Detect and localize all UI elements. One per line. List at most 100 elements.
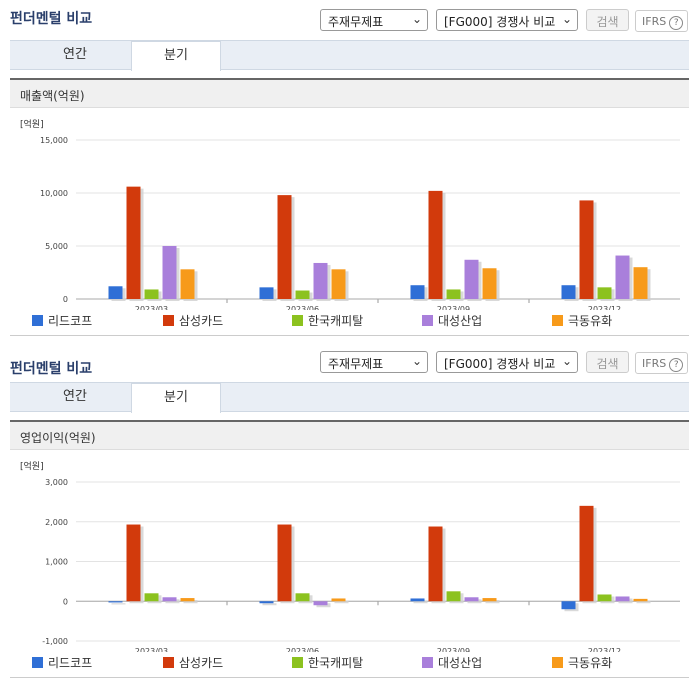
legend-item[interactable]: 리드코프 — [32, 312, 92, 329]
bar — [482, 268, 497, 299]
bar — [108, 601, 123, 603]
bar — [331, 269, 346, 299]
search-button[interactable]: 검색 — [586, 351, 629, 373]
y-tick-label: 5,000 — [45, 242, 68, 251]
x-tick-label: 2023/12 — [588, 647, 621, 652]
fundamental-panel-1: 펀더멘털 비교 주재무제표 ⌄ [FG000] 경쟁사 비교 ⌄ 검색 IFRS… — [0, 0, 696, 336]
unit-label: [억원] — [20, 460, 44, 472]
competitor-select[interactable]: [FG000] 경쟁사 비교 ⌄ — [436, 351, 578, 373]
search-button[interactable]: 검색 — [586, 9, 629, 31]
bar — [410, 598, 425, 602]
y-tick-label: 0 — [63, 295, 68, 304]
y-tick-label: 10,000 — [40, 189, 68, 198]
bar — [428, 526, 443, 602]
bar — [597, 594, 612, 602]
legend-swatch — [552, 657, 563, 668]
bar — [615, 255, 630, 299]
chart-box-revenue: 매출액(억원) [억원] 0 5,000 10,000 15,000 2023/03 202… — [10, 78, 689, 336]
legend-label: 대성산업 — [438, 314, 483, 328]
bar — [259, 601, 274, 604]
chevron-down-icon: ⌄ — [561, 12, 572, 26]
panel-header: 펀더멘털 비교 주재무제표 ⌄ [FG000] 경쟁사 비교 ⌄ 검색 IFRS… — [0, 0, 696, 32]
bar — [108, 286, 123, 299]
x-tick-label: 2023/09 — [437, 305, 470, 310]
bar — [162, 597, 177, 602]
tab-annual[interactable]: 연간 — [63, 389, 87, 404]
bar — [313, 262, 328, 299]
legend-item[interactable]: 극동유화 — [552, 654, 612, 671]
bar-shadow — [262, 603, 277, 606]
legend-swatch — [163, 315, 174, 326]
competitor-select-value: [FG000] 경쟁사 비교 — [444, 357, 556, 371]
x-tick-label: 2023/12 — [588, 305, 621, 310]
bar — [615, 596, 630, 602]
bar-shadow — [111, 603, 126, 605]
bar — [633, 598, 648, 602]
x-tick-label: 2023/03 — [135, 305, 168, 310]
bar — [277, 195, 292, 299]
legend-swatch — [552, 315, 563, 326]
chart-legend: 리드코프 삼성카드 한국캐피탈 대성산업 극동유화 — [10, 310, 689, 330]
bar — [561, 285, 576, 299]
legend-item[interactable]: 극동유화 — [552, 312, 612, 329]
statement-select[interactable]: 주재무제표 ⌄ — [320, 351, 428, 373]
period-tabs: 연간 분기 — [10, 40, 689, 71]
y-tick-label: 3,000 — [45, 478, 68, 487]
tab-quarterly[interactable]: 분기 — [131, 383, 221, 413]
bar-shadow — [485, 600, 500, 604]
bar-shadow — [413, 600, 428, 604]
help-icon: ? — [669, 16, 684, 30]
bar — [428, 190, 443, 299]
bar — [295, 593, 310, 602]
legend-item[interactable]: 리드코프 — [32, 654, 92, 671]
ifrs-label: IFRS — [642, 357, 667, 370]
bar — [446, 591, 461, 602]
legend-item[interactable]: 한국캐피탈 — [292, 312, 363, 329]
ifrs-button[interactable]: IFRS? — [635, 352, 688, 374]
y-tick-label: 15,000 — [40, 136, 68, 145]
help-icon: ? — [669, 358, 684, 372]
tab-annual[interactable]: 연간 — [63, 47, 87, 62]
bar — [126, 524, 141, 602]
statement-select-value: 주재무제표 — [328, 357, 384, 371]
chart-title: 영업이익(억원) — [10, 422, 689, 450]
bar — [482, 598, 497, 602]
legend-label: 삼성카드 — [179, 656, 224, 670]
chevron-down-icon: ⌄ — [411, 354, 422, 368]
legend-item[interactable]: 한국캐피탈 — [292, 654, 363, 671]
bar — [446, 289, 461, 299]
legend-label: 극동유화 — [568, 656, 613, 670]
bar-shadow — [467, 599, 482, 604]
legend-item[interactable]: 대성산업 — [422, 654, 482, 671]
bar-shadow — [183, 600, 198, 604]
x-tick-label: 2023/06 — [286, 305, 319, 310]
period-tabs: 연간 분기 — [10, 382, 689, 413]
chart-title: 매출액(억원) — [10, 80, 689, 108]
panel-title: 펀더멘털 비교 — [10, 11, 93, 27]
legend-label: 대성산업 — [438, 656, 483, 670]
bar — [144, 593, 159, 602]
tab-quarterly[interactable]: 분기 — [131, 41, 221, 71]
y-tick-label: -1,000 — [42, 637, 68, 646]
legend-swatch — [292, 315, 303, 326]
bar — [331, 598, 346, 602]
bar-shadow — [316, 603, 331, 608]
bar — [180, 598, 195, 602]
legend-item[interactable]: 삼성카드 — [163, 654, 223, 671]
bar — [162, 246, 177, 299]
bar — [579, 505, 594, 602]
legend-label: 리드코프 — [48, 314, 93, 328]
competitor-select[interactable]: [FG000] 경쟁사 비교 ⌄ — [436, 9, 578, 31]
legend-swatch — [32, 657, 43, 668]
competitor-select-value: [FG000] 경쟁사 비교 — [444, 15, 556, 29]
x-tick-label: 2023/09 — [437, 647, 470, 652]
legend-item[interactable]: 대성산업 — [422, 312, 482, 329]
legend-label: 극동유화 — [568, 314, 613, 328]
statement-select[interactable]: 주재무제표 ⌄ — [320, 9, 428, 31]
bar — [313, 601, 328, 606]
bar — [180, 269, 195, 299]
legend-item[interactable]: 삼성카드 — [163, 312, 223, 329]
ifrs-button[interactable]: IFRS? — [635, 10, 688, 32]
unit-label: [억원] — [20, 118, 44, 130]
bar — [126, 186, 141, 299]
